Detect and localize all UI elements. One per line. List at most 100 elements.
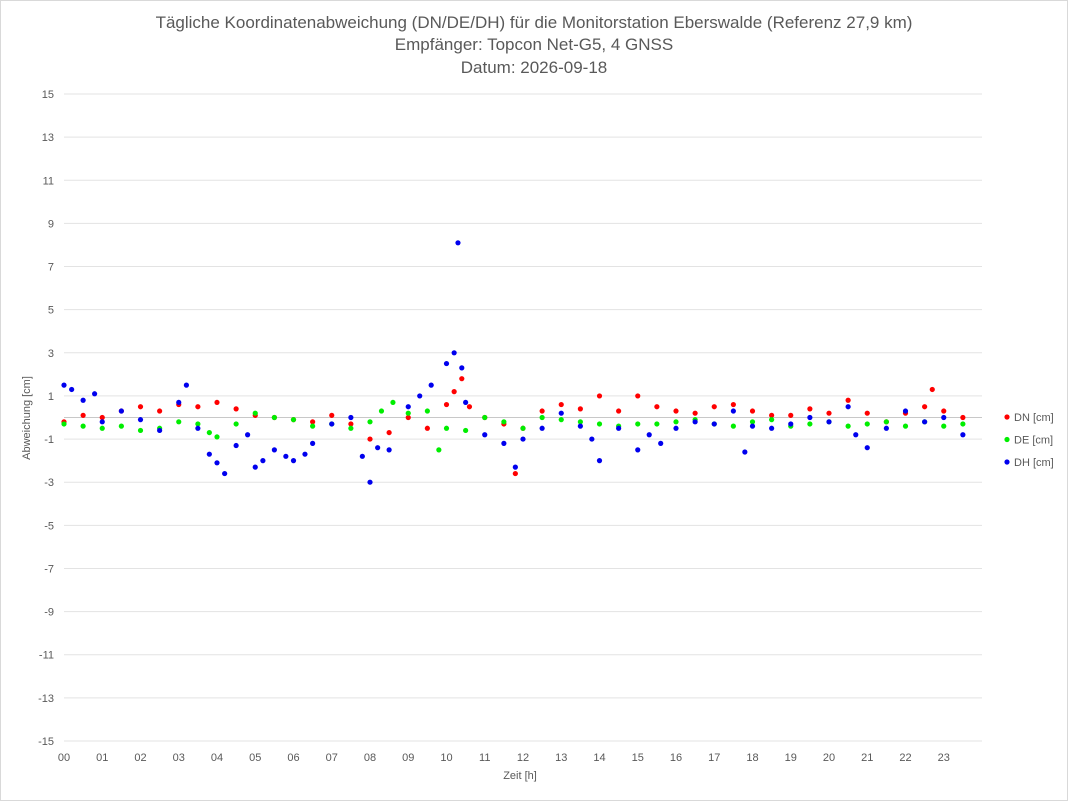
data-point: [118, 423, 124, 429]
data-point: [596, 458, 603, 464]
data-point: [692, 419, 698, 425]
data-point: [348, 425, 354, 431]
data-points: [61, 240, 966, 485]
data-point: [283, 453, 289, 459]
data-point: [520, 436, 526, 442]
x-tick-label: 14: [593, 752, 605, 764]
data-point: [711, 404, 717, 410]
data-point: [137, 404, 144, 410]
y-tick-label: 7: [48, 262, 54, 274]
data-point: [310, 440, 316, 446]
x-tick-label: 21: [861, 752, 873, 764]
data-point: [424, 408, 430, 414]
y-axis-title: Abweichung [cm]: [21, 376, 33, 460]
data-point: [482, 432, 488, 438]
y-tick-label: -1: [44, 434, 54, 446]
y-tick-label: -9: [44, 607, 54, 619]
data-point: [845, 423, 851, 429]
data-point: [214, 460, 220, 466]
data-point: [749, 423, 756, 429]
data-point: [428, 382, 434, 388]
data-point: [730, 423, 736, 429]
data-point: [577, 423, 583, 429]
x-tick-label: 16: [670, 752, 682, 764]
y-tick-label: 5: [48, 305, 54, 317]
data-point: [749, 408, 756, 414]
data-point: [616, 425, 622, 431]
data-point: [769, 425, 775, 431]
data-point: [252, 464, 258, 470]
data-point: [692, 410, 698, 416]
data-point: [80, 423, 86, 429]
data-point: [883, 425, 889, 431]
data-point: [520, 425, 526, 431]
x-tick-label: 19: [785, 752, 797, 764]
data-point: [864, 421, 870, 427]
data-point: [482, 414, 488, 421]
series-2: [61, 399, 966, 453]
data-point: [348, 414, 354, 421]
data-point: [252, 410, 258, 416]
data-point: [658, 440, 664, 446]
x-tick-label: 03: [173, 752, 185, 764]
data-point: [512, 470, 518, 477]
x-tick-label: 15: [632, 752, 644, 764]
x-tick-label: 23: [938, 752, 950, 764]
data-point: [459, 376, 465, 382]
chart-title: Tägliche Koordinatenabweichung (DN/DE/DH…: [156, 13, 913, 32]
data-point: [826, 410, 832, 416]
data-point: [137, 417, 144, 423]
data-point: [596, 421, 603, 427]
x-axis-title: Zeit [h]: [503, 770, 537, 782]
data-point: [137, 427, 144, 434]
data-point: [853, 432, 859, 438]
y-tick-label: 15: [42, 89, 54, 101]
data-point: [302, 451, 308, 457]
data-point: [424, 425, 430, 431]
y-tick-labels: 15 13 11 9 7 5 3 1 -1 -3 -5 -7 -9 -11 -13 -15: [38, 89, 54, 748]
data-point: [348, 421, 354, 427]
data-point: [222, 470, 228, 477]
data-point: [367, 479, 373, 485]
data-point: [310, 419, 316, 425]
data-point: [233, 421, 239, 427]
data-point: [788, 412, 794, 418]
data-point: [673, 419, 679, 425]
legend-label: DH [cm]: [1014, 457, 1054, 469]
x-tick-label: 07: [326, 752, 338, 764]
data-point: [558, 417, 564, 423]
data-point: [646, 432, 652, 438]
legend-label: DE [cm]: [1014, 435, 1053, 447]
series-1: [61, 376, 966, 477]
data-point: [730, 401, 736, 408]
gridlines: [64, 93, 982, 742]
x-tick-label: 10: [440, 752, 452, 764]
data-point: [558, 401, 564, 408]
x-tick-label: 06: [287, 752, 299, 764]
data-point: [271, 447, 277, 453]
data-point: [99, 425, 105, 431]
data-point: [206, 429, 212, 436]
data-point: [378, 408, 385, 414]
data-point: [960, 421, 966, 427]
data-point: [769, 412, 775, 418]
data-point: [195, 421, 201, 427]
data-point: [195, 425, 201, 431]
data-point: [730, 408, 736, 414]
data-point: [436, 447, 442, 453]
data-point: [635, 447, 641, 453]
y-tick-label: -5: [44, 520, 54, 532]
data-point: [654, 404, 660, 410]
chart-subtitle: Empfänger: Topcon Net-G5, 4 GNSS: [395, 35, 673, 54]
data-point: [386, 429, 392, 436]
data-point: [807, 421, 813, 427]
data-point: [941, 408, 947, 414]
data-point: [99, 414, 105, 421]
data-point: [864, 410, 870, 416]
data-point: [459, 365, 465, 371]
data-point: [577, 419, 583, 425]
data-point: [118, 408, 124, 414]
x-tick-label: 18: [746, 752, 758, 764]
